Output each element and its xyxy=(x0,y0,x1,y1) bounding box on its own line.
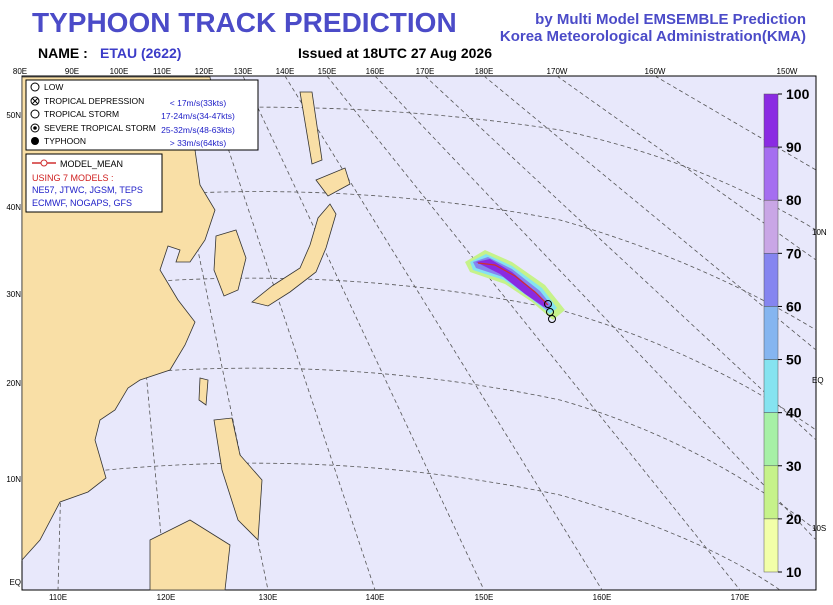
name-label: NAME : xyxy=(38,45,88,61)
lon-label: 170E xyxy=(731,593,750,602)
lon-label: 150W xyxy=(777,67,798,76)
colorbar-segment xyxy=(763,359,779,413)
legend-label: TYPHOON xyxy=(44,136,86,146)
lat-label: EQ xyxy=(812,376,824,385)
name-value: ETAU (2622) xyxy=(100,45,181,61)
lon-label: 110E xyxy=(49,593,67,602)
colorbar-label: 70 xyxy=(786,245,802,261)
lon-label: 160E xyxy=(366,67,385,76)
colorbar-label: 40 xyxy=(786,405,802,421)
colorbar-label: 90 xyxy=(786,139,802,155)
lon-label: 170W xyxy=(547,67,568,76)
lon-label: 130E xyxy=(259,593,278,602)
probability-swath xyxy=(465,250,565,323)
lon-label: 120E xyxy=(195,67,214,76)
lon-label: 160E xyxy=(593,593,612,602)
legend-label: TROPICAL STORM xyxy=(44,109,119,119)
lon-label: 80E xyxy=(13,67,27,76)
lon-label: 170E xyxy=(416,67,435,76)
model-list: NE57, JTWC, JGSM, TEPS xyxy=(32,185,143,195)
lat-label: 10N xyxy=(6,475,21,484)
legend-label: LOW xyxy=(44,82,63,92)
model-list: ECMWF, NOGAPS, GFS xyxy=(32,198,132,208)
legend-criterion: 25-32m/s(48-63kts) xyxy=(161,125,235,135)
colorbar-label: 50 xyxy=(786,352,802,368)
lon-label: 140E xyxy=(366,593,385,602)
legend-label: SEVERE TROPICAL STORM xyxy=(44,123,156,133)
issued: Issued at 18UTC 27 Aug 2026 xyxy=(298,45,492,61)
legend-criterion: < 17m/s(33kts) xyxy=(170,98,227,108)
lon-label: 160W xyxy=(645,67,666,76)
lon-label: 180E xyxy=(475,67,494,76)
lon-label: 110E xyxy=(153,67,171,76)
colorbar-segment xyxy=(763,306,779,360)
colorbar-segment xyxy=(763,146,779,201)
colorbar-segment xyxy=(763,465,779,520)
lat-label: 50N xyxy=(6,111,21,120)
legend-label: TROPICAL DEPRESSION xyxy=(44,96,144,106)
legend-criterion: > 33m/s(64kts) xyxy=(170,138,227,148)
colorbar-segment xyxy=(763,253,779,307)
lat-label: 10N xyxy=(812,228,827,237)
colorbar-label: 30 xyxy=(786,458,802,474)
source: Korea Meteorological Administration(KMA) xyxy=(500,28,806,45)
source: by Multi Model EMSEMBLE Prediction xyxy=(535,11,806,28)
colorbar-label: 10 xyxy=(786,564,802,580)
colorbar-label: 60 xyxy=(786,298,802,314)
lon-label: 140E xyxy=(276,67,295,76)
colorbar-label: 80 xyxy=(786,192,802,208)
lon-label: 100E xyxy=(110,67,129,76)
lat-label: EQ xyxy=(9,578,21,587)
colorbar-segment xyxy=(763,518,779,573)
colorbar-segment xyxy=(763,199,779,254)
lat-label: 10S xyxy=(812,524,826,533)
lon-label: 150E xyxy=(475,593,494,602)
lon-label: 130E xyxy=(234,67,253,76)
colorbar-segment xyxy=(763,93,779,148)
model-mean: MODEL_MEAN xyxy=(60,159,123,169)
colorbar-label: 20 xyxy=(786,511,802,527)
lon-label: 150E xyxy=(318,67,337,76)
colorbar-label: 100 xyxy=(786,86,810,102)
legend-criterion: 17-24m/s(34-47kts) xyxy=(161,111,235,121)
legend-box: MODEL_MEAN USING 7 MODELS : NE57, JTWC, … xyxy=(25,79,259,213)
lat-label: 30N xyxy=(6,290,21,299)
lon-label: 90E xyxy=(65,67,79,76)
lat-label: 40N xyxy=(6,203,21,212)
title: TYPHOON TRACK PREDICTION xyxy=(32,7,457,38)
model-count: USING 7 MODELS : xyxy=(32,173,114,183)
lon-label: 120E xyxy=(157,593,176,602)
lat-label: 20N xyxy=(6,379,21,388)
colorbar-segment xyxy=(763,412,779,467)
